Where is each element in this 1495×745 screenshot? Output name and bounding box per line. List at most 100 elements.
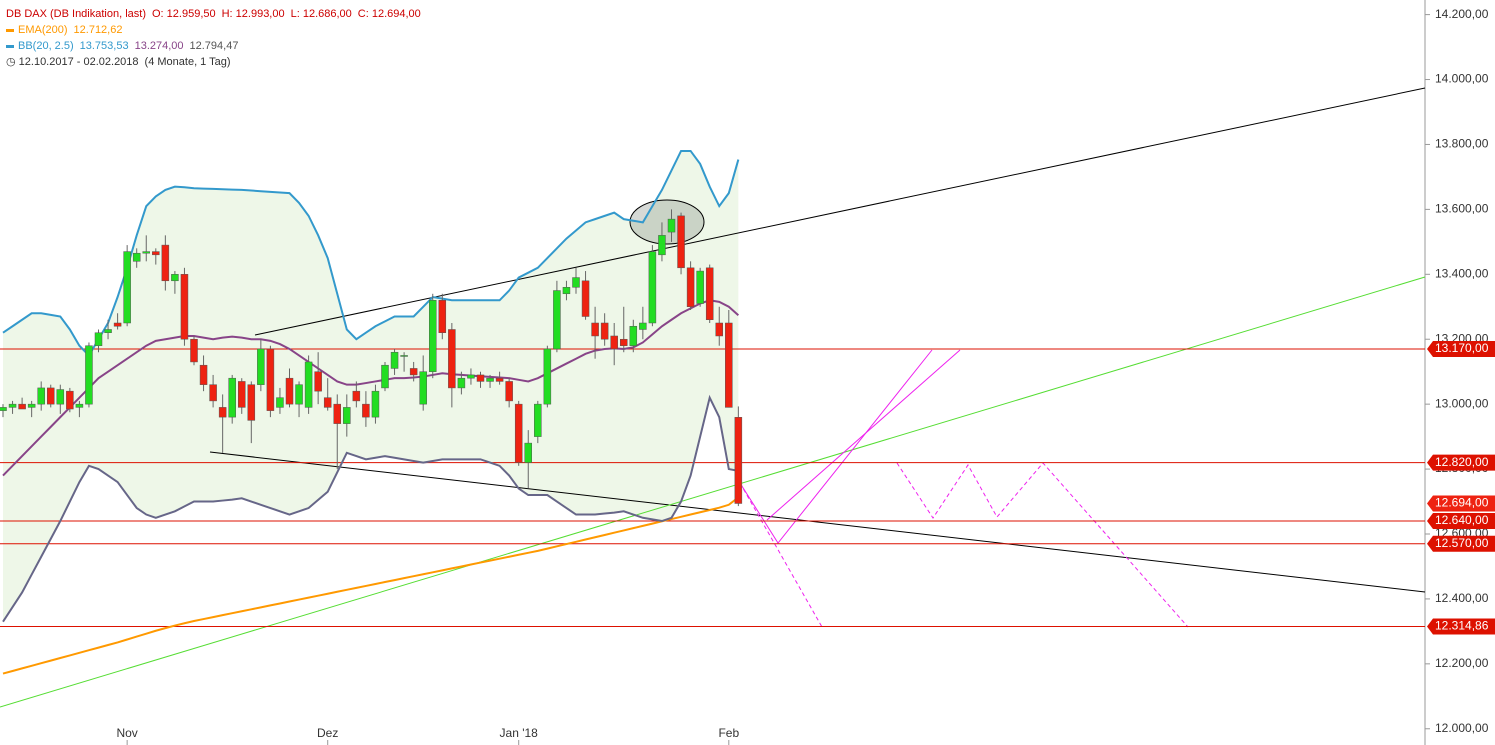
price-tag-label: 13.170,00	[1435, 341, 1489, 355]
candle-body	[18, 403, 26, 410]
candle-body	[132, 252, 141, 262]
price-tag-label: 12.314,86	[1435, 619, 1489, 633]
legend-row: BB(20, 2.5) 13.753,53 13.274,00 12.794,47	[6, 38, 427, 54]
candle-body	[314, 371, 322, 392]
y-tick-label: 14.000,00	[1435, 72, 1489, 86]
candle-body	[696, 270, 704, 304]
y-tick-label: 13.800,00	[1435, 137, 1489, 151]
candle-body	[476, 374, 485, 382]
y-tick-label: 12.400,00	[1435, 591, 1489, 605]
candle-body	[629, 325, 638, 346]
x-tick-label: Nov	[116, 726, 137, 740]
candle-body	[514, 403, 523, 463]
ohlc: H: 12.993,00	[221, 8, 285, 20]
candle-body	[686, 267, 695, 308]
candle-body	[104, 329, 112, 333]
candle-body	[648, 251, 657, 324]
candle-body	[295, 384, 303, 405]
candle-body	[524, 442, 532, 463]
bb-value: 13.274,00	[134, 40, 184, 52]
price-tag-label: 12.694,00	[1435, 496, 1489, 510]
candle-body	[639, 322, 647, 330]
candle-body	[495, 377, 504, 382]
y-tick-label: 12.000,00	[1435, 721, 1489, 735]
candle-body	[218, 407, 227, 418]
projection-line	[766, 349, 961, 521]
candle-body	[190, 338, 198, 363]
candle-body	[705, 267, 714, 320]
legend-icon	[6, 28, 14, 32]
x-tick-label: Dez	[317, 726, 338, 740]
price-tag	[1427, 513, 1495, 530]
candle-body	[285, 377, 294, 405]
trend-line-lower	[209, 451, 1426, 593]
price-tag	[1427, 618, 1495, 635]
candle-body	[667, 218, 676, 233]
candle-body	[409, 368, 418, 376]
y-tick-label: 14.200,00	[1435, 7, 1489, 21]
candle-body	[304, 361, 313, 408]
candle-body	[715, 322, 723, 337]
candle-body	[620, 338, 628, 346]
bb-value: 12.794,47	[189, 40, 239, 52]
candle-body	[85, 345, 93, 405]
x-tick-label: Feb	[718, 726, 739, 740]
price-tag	[1427, 495, 1495, 512]
candle-body	[343, 407, 351, 424]
candle-body	[113, 322, 122, 327]
candle-body	[486, 377, 494, 382]
legend-row: ◷ 12.10.2017 - 02.02.2018 (4 Monate, 1 Ta…	[6, 56, 231, 68]
candle-body	[400, 355, 408, 357]
legend-row: DB DAX (DB Indikation, last) O: 12.959,50…	[6, 6, 427, 22]
ema-value: 12.712,62	[73, 24, 123, 36]
candle-body	[534, 403, 542, 437]
candle-body	[562, 287, 571, 295]
price-tag	[1427, 454, 1495, 471]
candle-body	[27, 403, 36, 408]
candle-body	[238, 381, 246, 408]
candle-body	[171, 274, 179, 282]
y-tick-label: 13.400,00	[1435, 266, 1489, 280]
ohlc: O: 12.959,50	[152, 8, 216, 20]
bb-value: 13.753,53	[79, 40, 129, 52]
candle-body	[161, 244, 170, 282]
candle-body	[266, 348, 275, 411]
legend: DB DAX (DB Indikation, last) O: 12.959,50…	[6, 6, 427, 70]
x-tick-label: Jan '18	[500, 726, 539, 740]
candle-body	[505, 381, 513, 402]
candle-body	[429, 300, 437, 372]
candle-body	[333, 403, 341, 424]
candle-body	[438, 300, 447, 333]
candle-body	[362, 403, 370, 418]
price-tag-label: 12.570,00	[1435, 536, 1489, 550]
candle-body	[0, 407, 7, 411]
candle-body	[553, 290, 561, 350]
trend-line-upper	[254, 87, 1426, 336]
candle-body	[677, 215, 685, 269]
y-tick-label: 13.000,00	[1435, 396, 1489, 410]
candle-body	[228, 377, 236, 418]
candle-body	[209, 384, 217, 402]
price-tag	[1427, 535, 1495, 552]
indicator-line	[2, 394, 739, 623]
ohlc: C: 12.694,00	[357, 8, 421, 20]
candle-body	[600, 322, 609, 340]
candle-body	[323, 397, 332, 408]
candle-body	[572, 277, 580, 288]
legend-icon	[6, 44, 14, 48]
projection-line	[739, 349, 933, 544]
candle-body	[152, 251, 160, 256]
candle-body	[257, 348, 265, 385]
price-tag	[1427, 340, 1495, 357]
price-tag-label: 12.820,00	[1435, 455, 1489, 469]
legend-row: EMA(200) 12.712,62	[6, 22, 427, 38]
candle-body	[123, 251, 131, 324]
candle-body	[247, 384, 256, 421]
candle-body	[734, 417, 743, 504]
indicator-line	[2, 496, 739, 675]
candle-body	[180, 274, 189, 340]
candle-body	[419, 371, 427, 405]
candle-body	[56, 389, 65, 405]
candle-body	[591, 322, 599, 337]
